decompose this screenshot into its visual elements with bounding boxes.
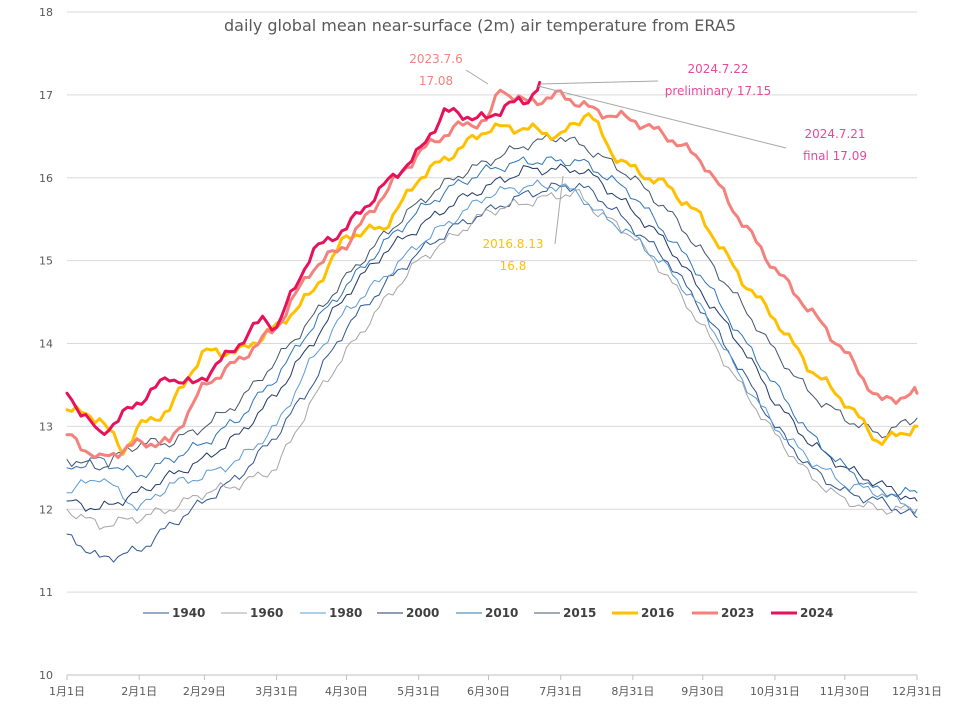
y-tick-label: 12 [39,503,53,516]
legend-label-2010: 2010 [485,606,518,620]
legend-label-2024: 2024 [800,606,833,620]
series-line-1940 [66,182,918,563]
series-line-2024 [65,80,542,436]
series-line-2015 [66,134,918,471]
x-tick-label: 8月31日 [611,685,654,698]
y-tick-label: 14 [39,338,53,351]
annotation-leader-line [554,175,564,245]
series-line-2023 [65,88,919,460]
series-line-2016 [65,112,919,456]
x-tick-label: 5月31日 [397,685,440,698]
annotation-label: preliminary 17.15 [665,84,772,98]
annotations: 2023.7.6 17.08 2024.7.22 preliminary 17.15 2… [409,52,867,273]
legend-label-2015: 2015 [563,606,596,620]
y-tick-label: 17 [39,89,53,102]
series-lines [65,80,919,563]
x-tick-label: 9月30日 [681,685,724,698]
x-tick-label: 12月31日 [892,685,942,698]
legend: 1940 1960 1980 2000 2010 2015 2016 2023 2024 [143,606,833,620]
y-tick-label: 15 [39,255,53,268]
y-tick-label: 10 [39,669,53,682]
legend-label-1960: 1960 [250,606,283,620]
annotation-leader-line [465,69,489,85]
x-tick-label: 10月31日 [750,685,800,698]
series-line-2010 [66,156,918,498]
grid-lines [67,11,917,676]
annotation-label: 17.08 [419,74,453,88]
y-tick-label: 11 [39,586,53,599]
chart-title: daily global mean near-surface (2m) air … [224,16,736,35]
series-line-1960 [66,189,918,530]
x-tick-label: 4月30日 [325,685,368,698]
axes: 10 11 12 13 14 15 16 17 18 1月1日 2月1日 2月29日 3月31日 4月30… [39,6,942,698]
x-tick-label: 3月31日 [255,685,298,698]
annotation-label: 2024.7.22 [687,62,748,76]
annotation-leader-line [539,80,659,85]
legend-label-2023: 2023 [721,606,754,620]
legend-label-1980: 1980 [329,606,362,620]
y-tick-label: 18 [39,6,53,19]
series-line-1980 [66,179,918,514]
series-line-2000 [66,163,918,512]
y-tick-label: 13 [39,420,53,433]
legend-label-1940: 1940 [172,606,205,620]
legend-label-2000: 2000 [406,606,439,620]
annotation-label: 16.8 [500,259,527,273]
annotation-label: final 17.09 [803,149,867,163]
y-tick-label: 16 [39,172,53,185]
annotation-label: 2024.7.21 [804,127,865,141]
annotation-label: 2016.8.13 [482,237,543,251]
x-tick-label: 2月29日 [183,685,226,698]
x-tick-label: 11月30日 [820,685,870,698]
x-tick-label: 7月31日 [539,685,582,698]
annotation-leader-line [537,85,787,149]
x-tick-label: 2月1日 [121,685,157,698]
x-tick-label: 1月1日 [49,685,85,698]
annotation-label: 2023.7.6 [409,52,462,66]
legend-label-2016: 2016 [641,606,674,620]
x-tick-label: 6月30日 [467,685,510,698]
